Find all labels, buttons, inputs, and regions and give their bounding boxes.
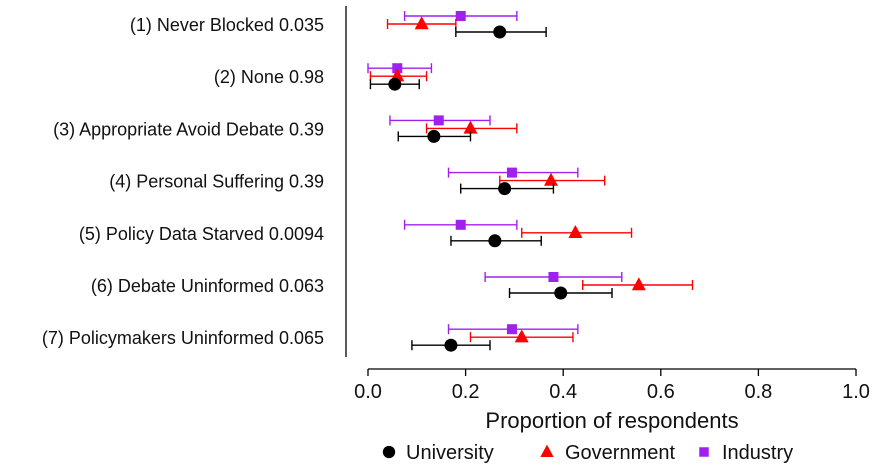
data-point-triangle	[414, 16, 429, 30]
legend-label: Industry	[722, 442, 793, 464]
category-label: (5) Policy Data Starved 0.0094	[79, 224, 324, 244]
x-tick-label: 1.0	[842, 381, 870, 403]
data-point-square	[506, 324, 517, 335]
category-label: (2) None 0.98	[214, 67, 324, 87]
category-label: (6) Debate Uninformed 0.063	[91, 276, 324, 296]
x-tick-label: 0.2	[452, 381, 480, 403]
data-point-square	[392, 63, 403, 74]
data-point-circle	[388, 77, 402, 91]
data-point-circle	[554, 286, 568, 300]
legend: University Government Industry	[382, 442, 793, 464]
data-point-circle	[444, 338, 458, 352]
series-government	[369, 16, 694, 343]
category-labels: (1) Never Blocked 0.035 (2) None 0.98 (3) …	[42, 15, 324, 348]
category-label: (7) Policymakers Uninformed 0.065	[42, 328, 324, 348]
data-point-triangle	[540, 444, 554, 457]
legend-item-industry: Industry	[699, 442, 793, 464]
data-point-square	[433, 115, 444, 126]
legend-label: Government	[565, 442, 675, 464]
category-label: (1) Never Blocked 0.035	[130, 15, 324, 35]
data-point-square	[699, 447, 709, 457]
data-point-square	[548, 272, 559, 282]
data-point-circle	[382, 445, 396, 459]
data-point-square	[455, 219, 466, 230]
x-axis: 0.0 0.2 0.4 0.6 0.8 1.0	[354, 368, 870, 403]
data-point-triangle	[544, 172, 558, 186]
x-axis-title: Proportion of respondents	[485, 408, 738, 433]
x-tick-label: 0.4	[549, 381, 577, 403]
data-point-circle	[488, 234, 502, 248]
data-point-triangle	[514, 329, 529, 343]
x-tick-label: 0.6	[647, 381, 675, 403]
data-point-square	[506, 167, 517, 178]
category-label: (3) Appropriate Avoid Debate 0.39	[53, 119, 324, 139]
data-point-circle	[498, 182, 512, 196]
legend-item-university: University	[382, 442, 494, 464]
data-point-circle	[427, 129, 441, 143]
category-label: (4) Personal Suffering 0.39	[109, 172, 324, 192]
legend-item-government: Government	[540, 442, 675, 464]
data-point-triangle	[568, 225, 583, 238]
data-point-triangle	[631, 277, 646, 291]
x-tick-label: 0.0	[354, 381, 382, 403]
data-point-square	[455, 11, 466, 21]
legend-label: University	[406, 442, 494, 464]
data-point-circle	[493, 25, 507, 39]
data-point-triangle	[463, 120, 478, 134]
plot-area	[345, 6, 694, 357]
x-tick-label: 0.8	[744, 381, 772, 403]
series-industry	[367, 11, 623, 335]
series-university	[369, 25, 613, 352]
